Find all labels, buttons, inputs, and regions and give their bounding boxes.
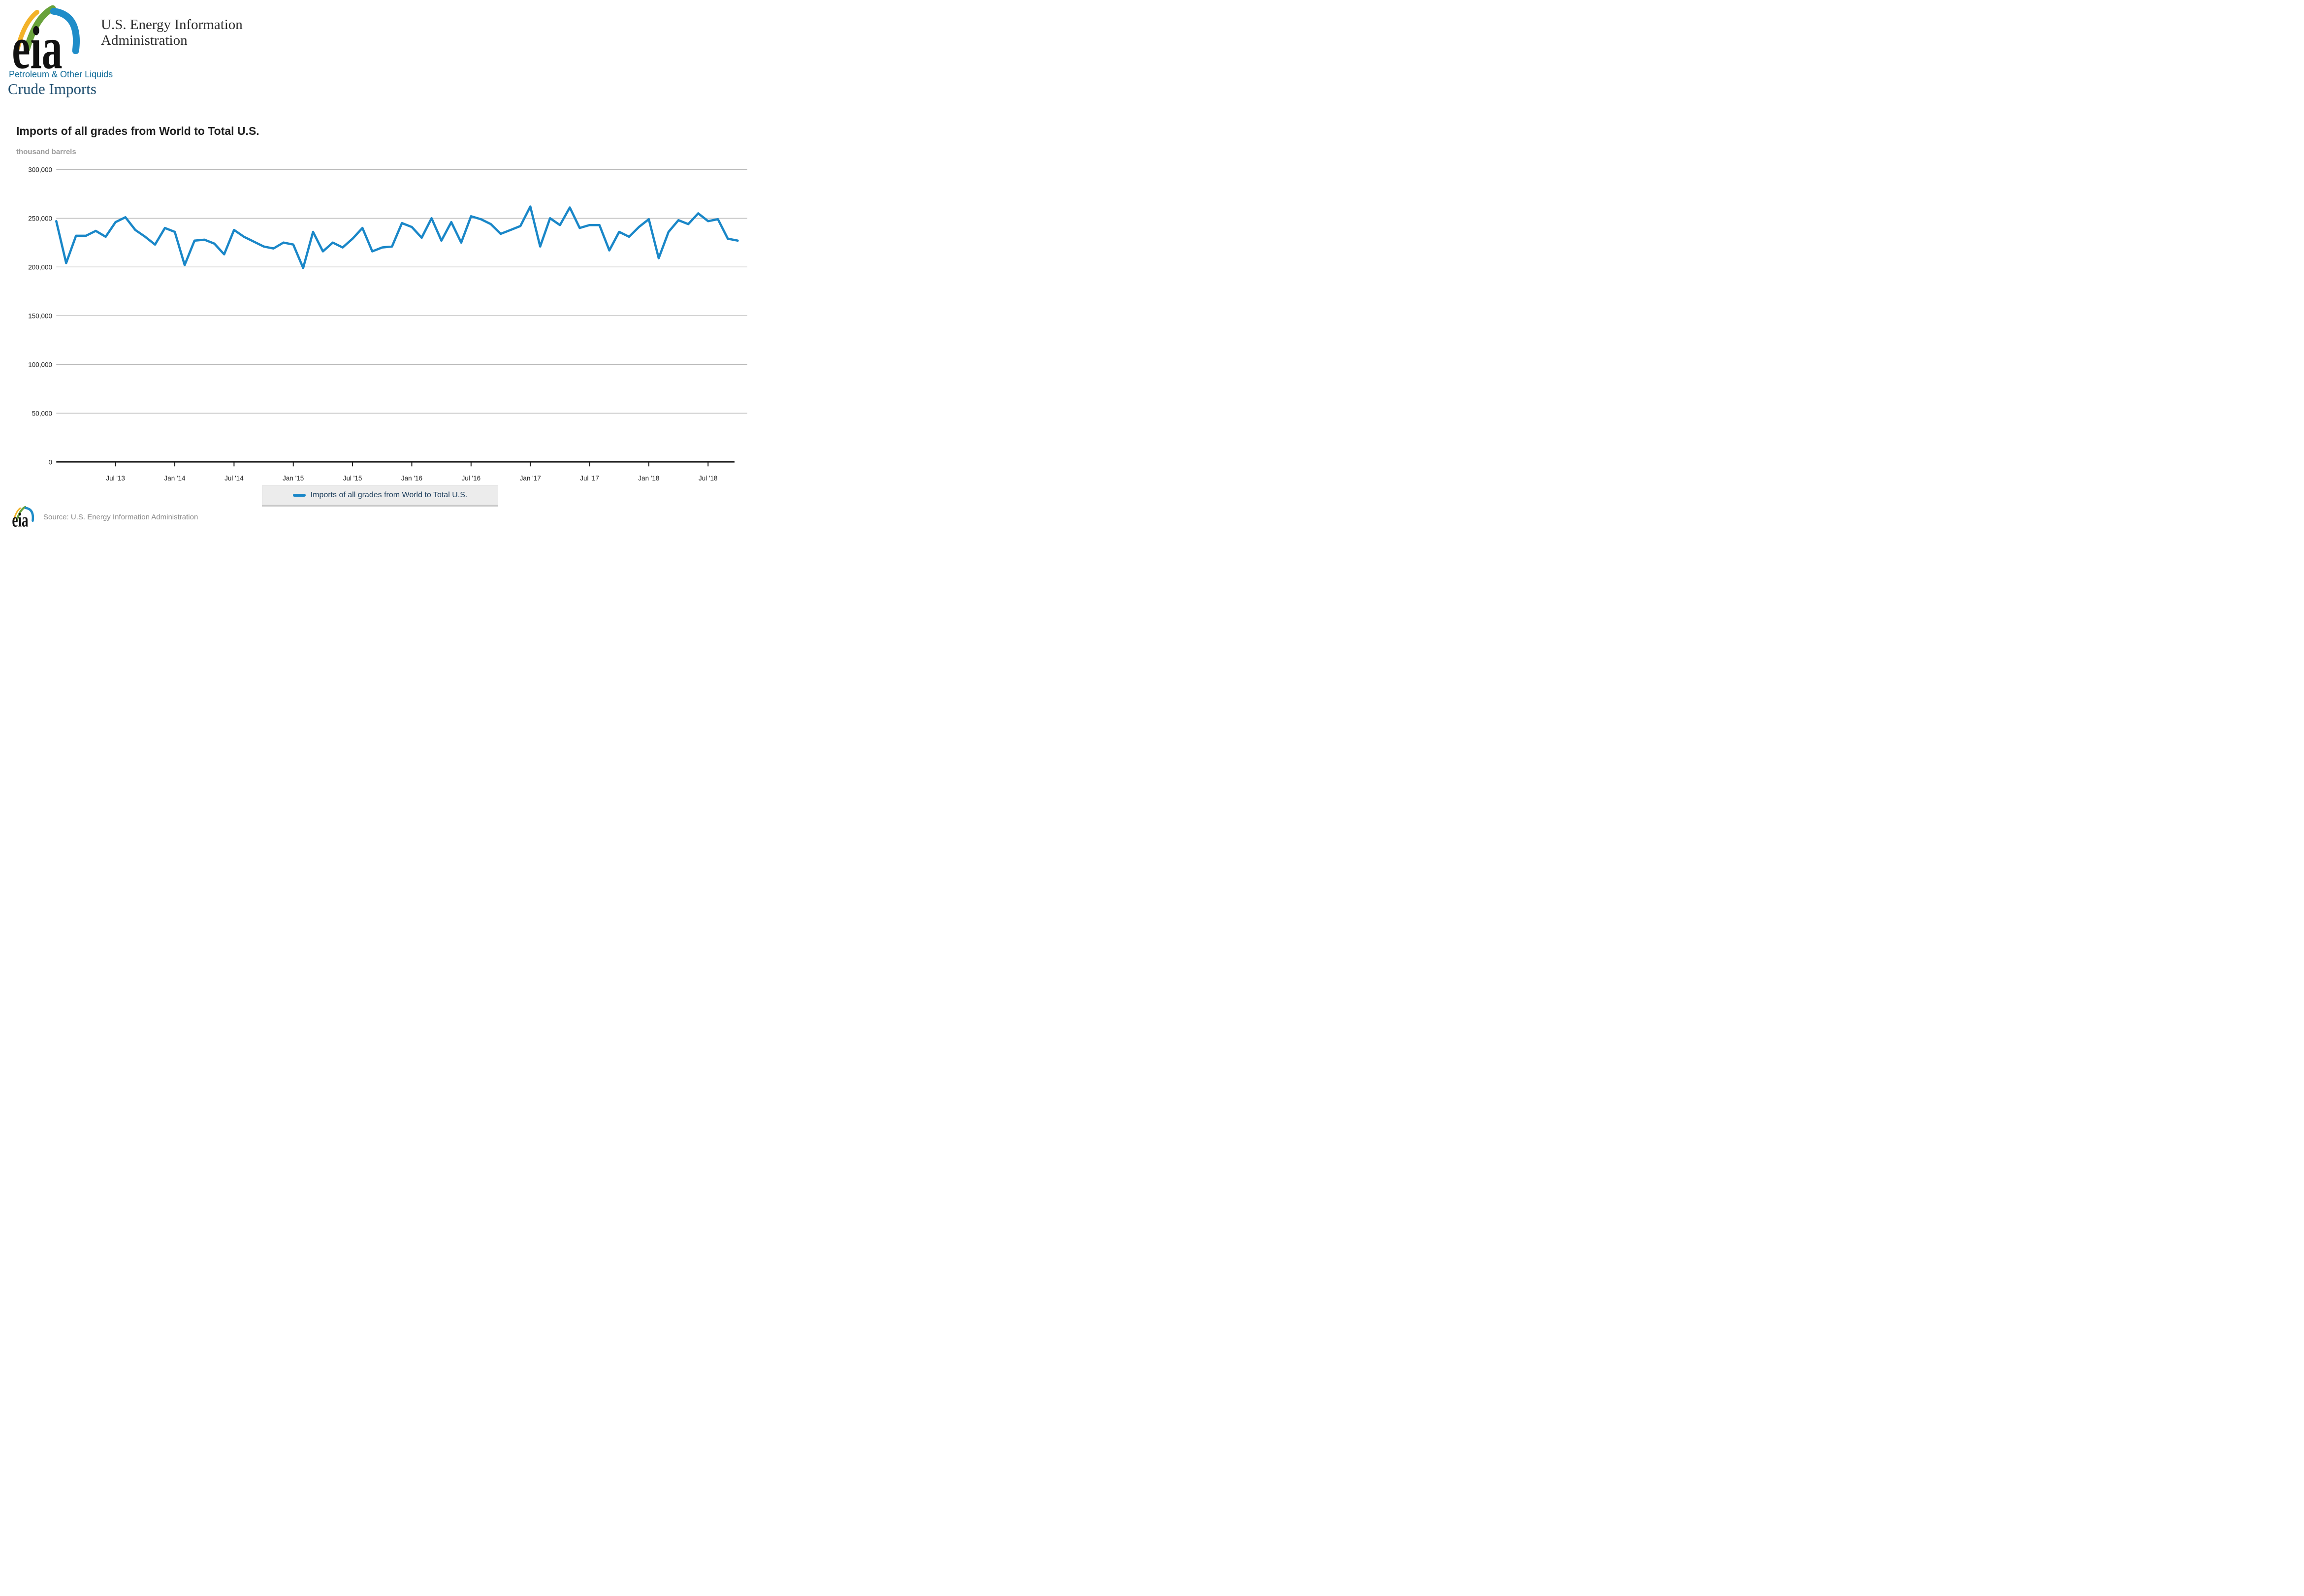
y-tick-label: 0: [48, 458, 52, 466]
legend-item[interactable]: Imports of all grades from World to Tota…: [262, 485, 498, 505]
x-tick-label: Jul '14: [224, 475, 244, 482]
y-tick-label: 50,000: [32, 410, 52, 417]
y-tick-label: 150,000: [28, 312, 52, 319]
brand-line2: Administration: [101, 32, 188, 49]
series-imports-line: [55, 205, 739, 269]
source-note: Source: U.S. Energy Information Administ…: [43, 513, 198, 521]
x-tick-label: Jan '16: [401, 475, 422, 482]
y-tick-label: 200,000: [28, 263, 52, 271]
legend-line-swatch: [292, 494, 306, 497]
y-tick-label: 300,000: [28, 166, 52, 173]
chart-title: Imports of all grades from World to Tota…: [16, 125, 259, 137]
x-tick-label: Jan '15: [283, 475, 304, 482]
x-tick-label: Jul '15: [343, 475, 362, 482]
eia-logo: [10, 3, 89, 72]
line-chart: 0 50,000 100,000 150,000 200,000 250,000 300,0…: [28, 166, 747, 482]
x-tick-label: Jul '16: [462, 475, 481, 482]
brand-line1: U.S. Energy Information: [101, 17, 243, 32]
y-tick-label: 100,000: [28, 361, 52, 368]
x-tick-label: Jan '17: [520, 475, 541, 482]
eia-logo-small: [12, 505, 36, 528]
page: U.S. Energy Information Administration P…: [0, 0, 768, 532]
x-tick-label: Jul '13: [106, 475, 125, 482]
page-title: Crude Imports: [8, 80, 96, 97]
y-axis-unit-label: thousand barrels: [16, 148, 76, 156]
x-tick-label: Jul '18: [699, 475, 718, 482]
x-tick-label: Jan '18: [638, 475, 659, 482]
brand-wordmark: U.S. Energy Information Administration: [101, 17, 243, 49]
y-tick-label: 250,000: [28, 215, 52, 222]
legend-label: Imports of all grades from World to Tota…: [310, 491, 468, 499]
breadcrumb-petroleum-link[interactable]: Petroleum & Other Liquids: [9, 69, 113, 79]
x-tick-label: Jan '14: [164, 475, 186, 482]
x-tick-label: Jul '17: [580, 475, 599, 482]
